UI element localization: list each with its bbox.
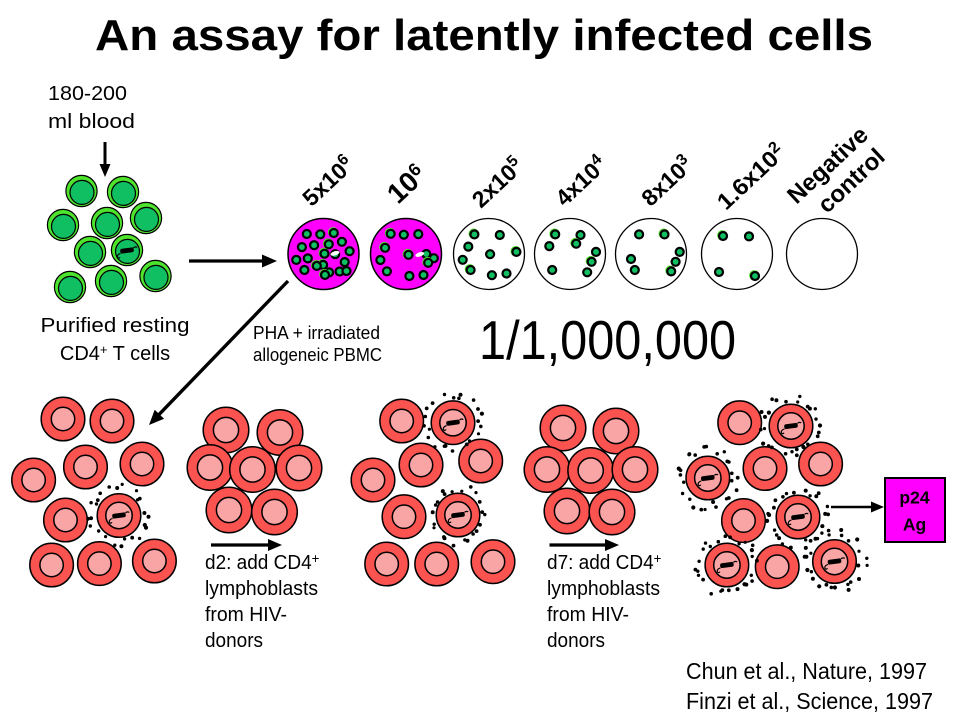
svg-text:Ag: Ag bbox=[903, 515, 926, 535]
svg-text:CD4+ T cells: CD4+ T cells bbox=[60, 342, 170, 365]
svg-text:Chun et al., Nature, 1997: Chun et al., Nature, 1997 bbox=[686, 658, 927, 684]
svg-text:ml blood: ml blood bbox=[48, 111, 135, 133]
svg-text:lymphoblasts: lymphoblasts bbox=[547, 578, 660, 600]
svg-text:p24: p24 bbox=[899, 488, 929, 508]
svg-text:from HIV-: from HIV- bbox=[205, 604, 287, 626]
svg-text:180-200: 180-200 bbox=[48, 83, 127, 105]
svg-text:Finzi et al., Science, 1997: Finzi et al., Science, 1997 bbox=[686, 688, 933, 714]
svg-text:Purified resting: Purified resting bbox=[41, 315, 190, 337]
svg-text:PHA + irradiated: PHA + irradiated bbox=[253, 323, 380, 343]
svg-text:from HIV-: from HIV- bbox=[547, 604, 629, 626]
svg-text:An assay for latently infected: An assay for latently infected cells bbox=[95, 11, 873, 60]
svg-text:allogeneic PBMC: allogeneic PBMC bbox=[253, 345, 382, 365]
svg-text:lymphoblasts: lymphoblasts bbox=[205, 578, 318, 600]
svg-text:d2: add CD4+: d2: add CD4+ bbox=[205, 551, 319, 574]
svg-text:1/1,000,000: 1/1,000,000 bbox=[479, 310, 736, 371]
svg-text:donors: donors bbox=[205, 630, 263, 652]
svg-text:donors: donors bbox=[547, 630, 605, 652]
svg-text:d7: add CD4+: d7: add CD4+ bbox=[547, 551, 661, 574]
